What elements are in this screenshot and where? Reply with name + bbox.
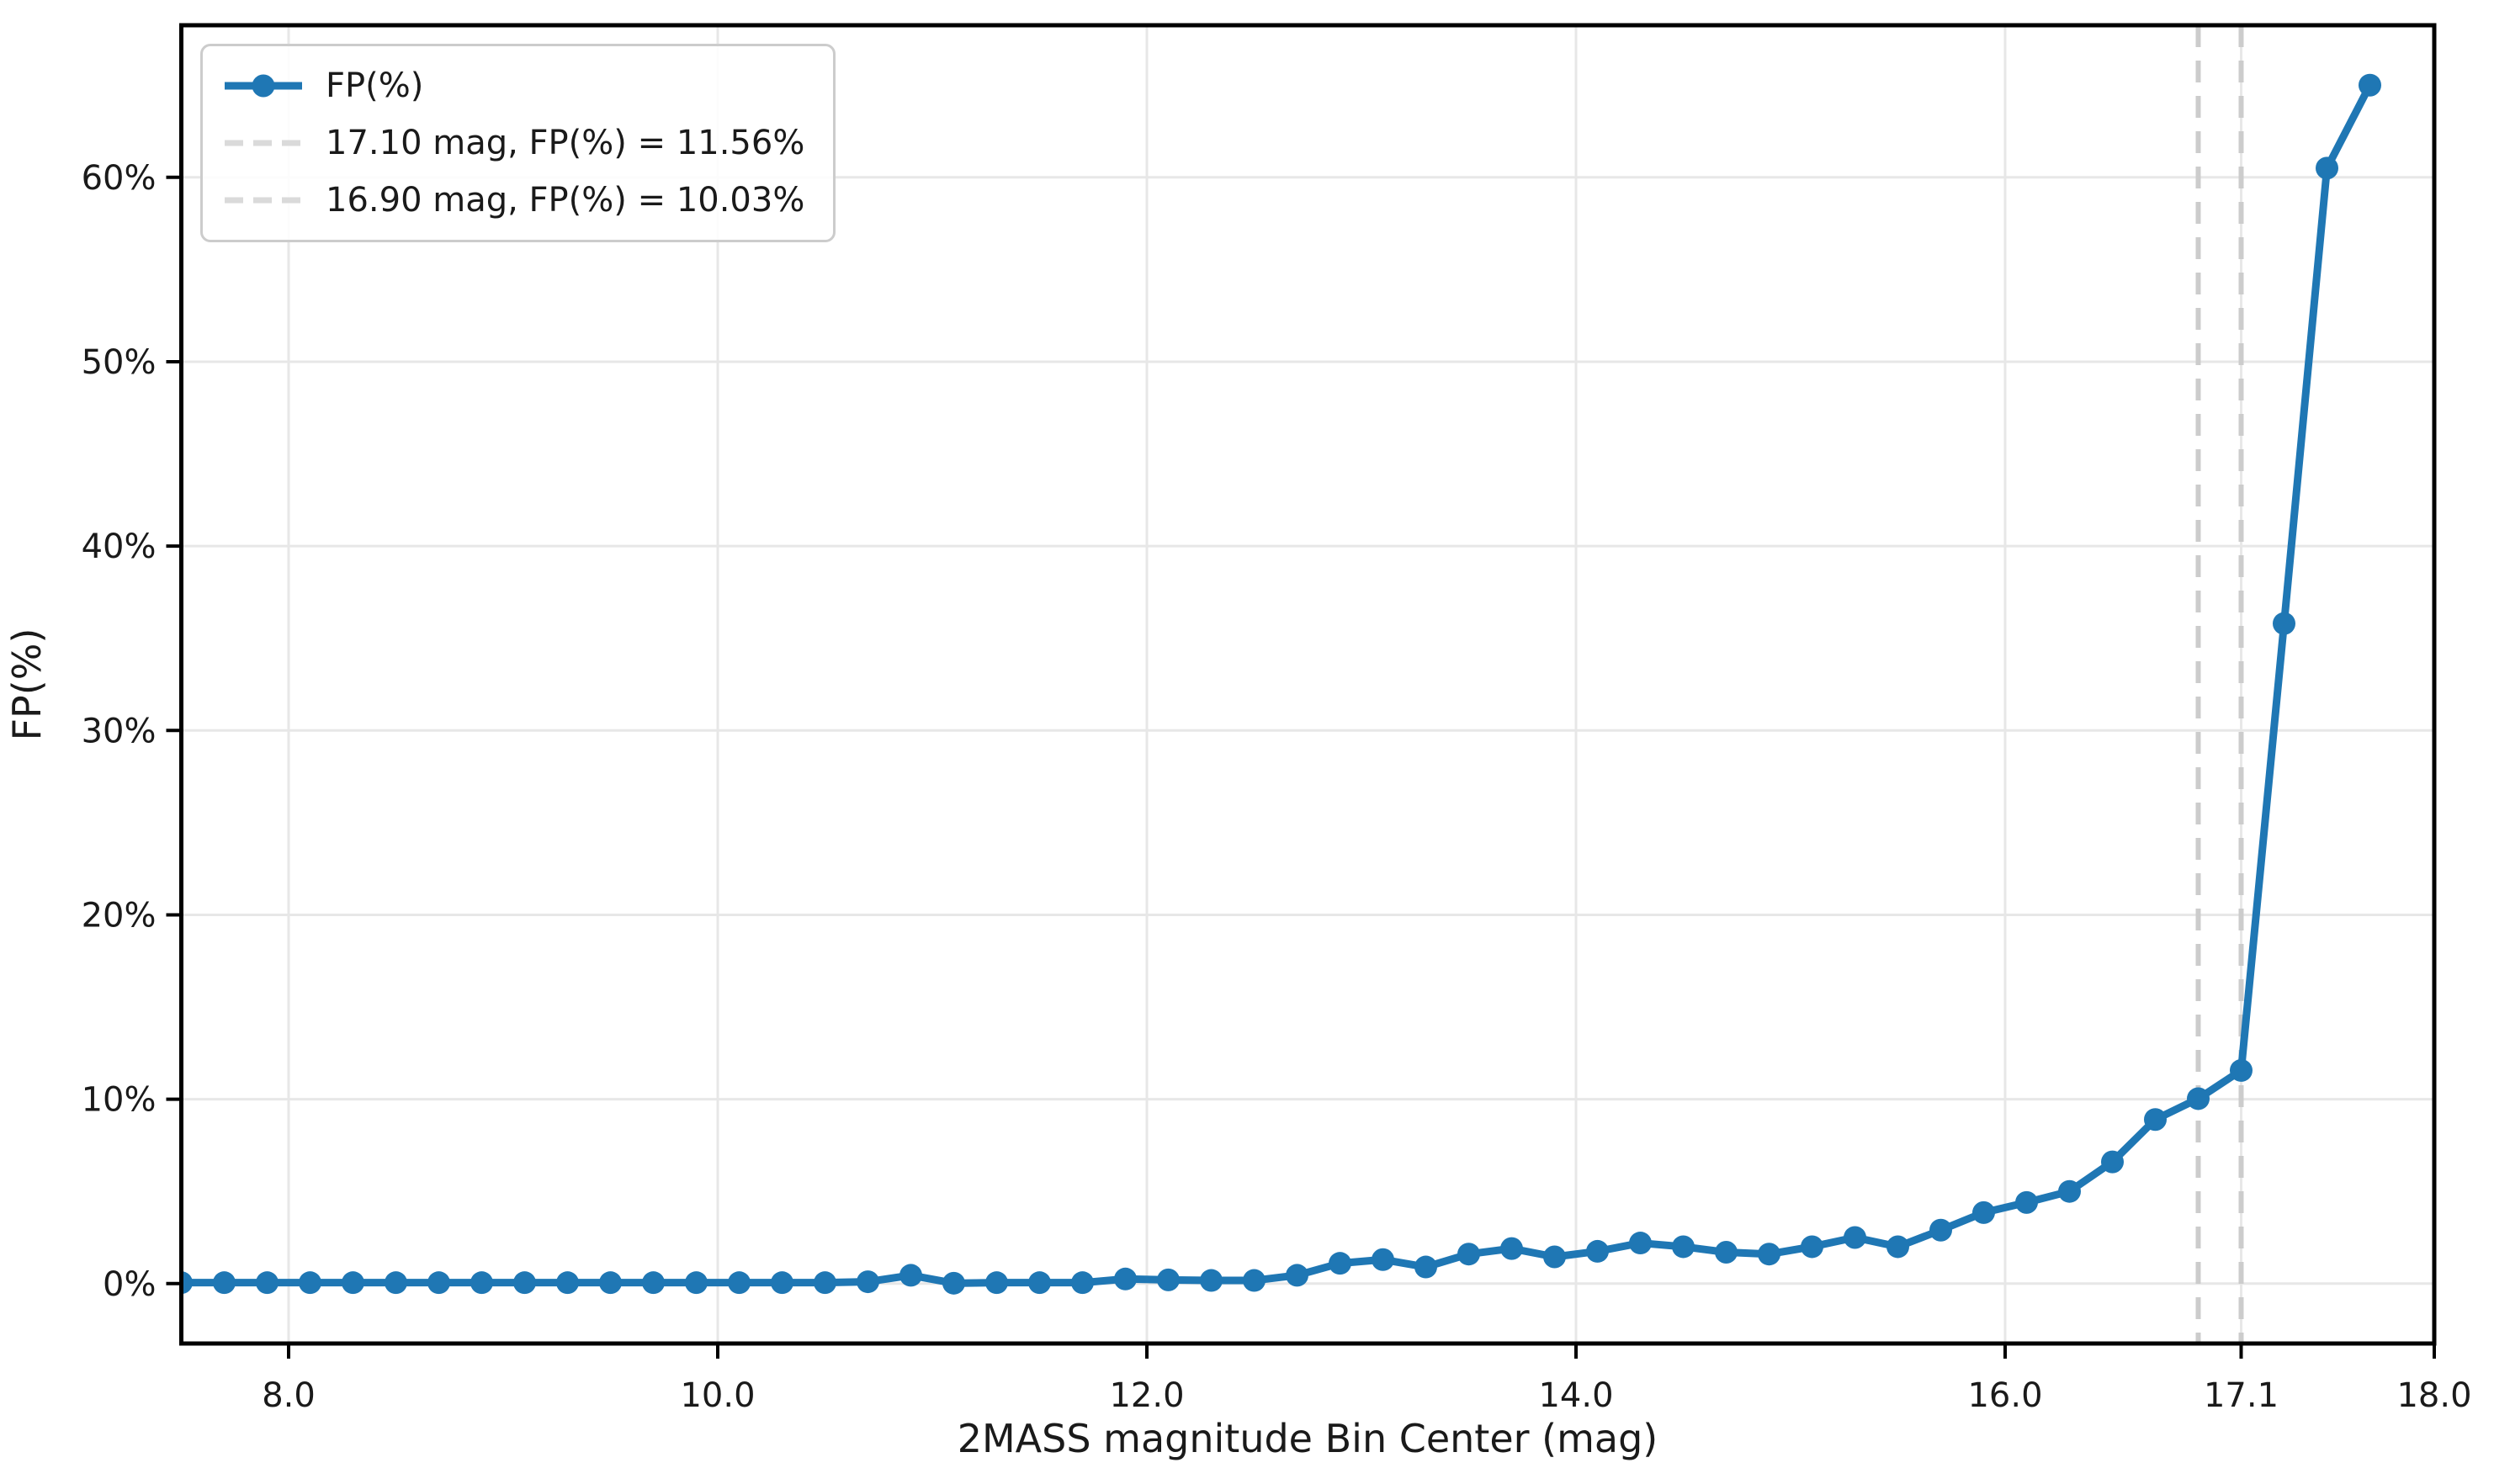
x-tick-label: 10.0 — [680, 1376, 755, 1415]
data-point — [685, 1271, 708, 1295]
data-point — [771, 1271, 793, 1295]
y-tick-label: 40% — [82, 527, 157, 566]
legend-label: 17.10 mag, FP(%) = 11.56% — [326, 124, 805, 162]
legend-label: FP(%) — [326, 66, 424, 105]
data-point — [985, 1271, 1008, 1295]
data-point — [1715, 1241, 1738, 1264]
data-point — [1886, 1235, 1909, 1259]
data-point — [2144, 1108, 2167, 1132]
data-point — [2316, 156, 2338, 180]
data-point — [857, 1270, 879, 1294]
data-point — [814, 1271, 836, 1295]
x-tick-label: 12.0 — [1109, 1376, 1184, 1415]
data-point — [1414, 1255, 1437, 1279]
data-point — [1157, 1268, 1180, 1291]
tick-marks — [166, 175, 2436, 1359]
data-point — [256, 1271, 279, 1295]
data-point — [1672, 1235, 1695, 1259]
data-point — [2230, 1058, 2253, 1082]
data-point — [1801, 1235, 1823, 1259]
data-point — [1200, 1269, 1223, 1292]
data-point — [1286, 1264, 1308, 1287]
x-tick-label: 18.0 — [2396, 1376, 2471, 1415]
data-point — [513, 1271, 536, 1295]
data-point — [181, 1271, 193, 1295]
data-series — [181, 73, 2381, 1295]
data-point — [899, 1264, 922, 1287]
dashed-line-sample-icon — [225, 197, 302, 204]
data-point — [1758, 1243, 1780, 1266]
data-point — [2359, 73, 2381, 97]
y-axis-label: FP(%) — [4, 628, 50, 741]
legend-row: 16.90 mag, FP(%) = 10.03% — [223, 174, 804, 226]
reference-vlines — [2195, 25, 2244, 1344]
data-point — [213, 1271, 236, 1295]
data-point — [1844, 1226, 1866, 1249]
data-point — [1457, 1243, 1480, 1266]
data-point — [2015, 1190, 2038, 1214]
data-point — [1929, 1218, 1952, 1242]
data-point — [728, 1271, 751, 1295]
legend-label: 16.90 mag, FP(%) = 10.03% — [326, 181, 805, 220]
y-tick-label: 0% — [103, 1265, 156, 1304]
x-tick-label: 14.0 — [1538, 1376, 1613, 1415]
data-point — [642, 1271, 665, 1295]
data-point — [1972, 1200, 1995, 1224]
data-point — [599, 1271, 622, 1295]
data-point — [1629, 1232, 1652, 1255]
data-point — [2273, 612, 2295, 635]
y-tick-label: 30% — [82, 712, 157, 750]
data-point — [1329, 1252, 1351, 1275]
axes-spines — [179, 23, 2437, 1346]
data-point — [1114, 1267, 1137, 1291]
data-point — [385, 1271, 407, 1295]
data-point — [556, 1271, 579, 1295]
y-tick-label: 60% — [82, 159, 157, 198]
data-point — [1243, 1269, 1266, 1292]
data-point — [342, 1271, 364, 1295]
data-point — [1543, 1245, 1566, 1269]
data-point — [1028, 1271, 1051, 1295]
x-tick-label: 17.1 — [2204, 1376, 2279, 1415]
legend-row: FP(%) — [223, 60, 804, 112]
data-point — [1500, 1237, 1523, 1260]
series-line — [181, 81, 2374, 1287]
x-tick-labels: 8.0 10.0 12.0 14.0 16.0 17.1 18.0 — [262, 1376, 2471, 1415]
data-point — [1372, 1248, 1394, 1271]
plot-border — [179, 23, 2437, 1346]
y-tick-labels: 0% 10% 20% 30% 40% 50% 60% — [82, 159, 157, 1304]
data-point — [427, 1271, 450, 1295]
y-tick-label: 20% — [82, 896, 157, 935]
data-point — [1586, 1239, 1609, 1263]
line-marker-sample-icon — [225, 74, 302, 98]
x-axis-label: 2MASS magnitude Bin Center (mag) — [958, 1416, 1658, 1461]
data-point — [2101, 1150, 2124, 1174]
legend-row: 17.10 mag, FP(%) = 11.56% — [223, 117, 804, 169]
data-point — [942, 1271, 965, 1295]
data-point — [299, 1271, 321, 1295]
data-point — [1071, 1271, 1094, 1295]
x-tick-label: 16.0 — [1967, 1376, 2042, 1415]
data-point — [2187, 1087, 2210, 1110]
dashed-line-sample-icon — [225, 140, 302, 146]
legend: FP(%) 17.10 mag, FP(%) = 11.56% 16.90 ma… — [200, 44, 836, 242]
x-tick-label: 8.0 — [262, 1376, 316, 1415]
y-tick-label: 10% — [82, 1081, 157, 1120]
y-tick-label: 50% — [82, 343, 157, 382]
data-point — [470, 1271, 493, 1295]
data-point — [2058, 1179, 2081, 1203]
